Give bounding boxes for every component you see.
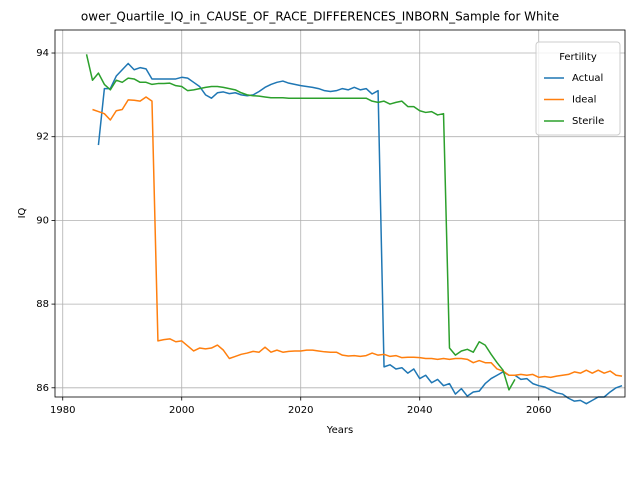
x-tick-label: 1980 <box>50 405 75 416</box>
y-tick-label: 88 <box>36 299 49 310</box>
x-tick-label: 2000 <box>169 405 194 416</box>
chart-title: ower_Quartile_IQ_in_CAUSE_OF_RACE_DIFFER… <box>81 10 559 24</box>
ticks: 1980 2000 2020 2040 2060 86 88 90 92 94 <box>36 48 551 416</box>
y-tick-label: 94 <box>36 48 49 59</box>
y-tick-label: 92 <box>36 132 49 143</box>
y-tick-label: 86 <box>36 383 49 394</box>
x-axis-label: Years <box>326 425 353 436</box>
grid <box>55 30 625 397</box>
data-line <box>85 54 516 391</box>
plot-lines <box>85 54 623 405</box>
y-tick-label: 90 <box>36 215 49 226</box>
plot-frame <box>54 29 626 398</box>
legend-label: Ideal <box>572 95 596 106</box>
legend-label: Actual <box>572 73 603 84</box>
x-tick-label: 2040 <box>407 405 432 416</box>
x-tick-label: 2060 <box>526 405 551 416</box>
data-line <box>97 62 623 405</box>
data-line <box>92 96 623 379</box>
y-axis-label: IQ <box>17 207 28 218</box>
legend-label: Sterile <box>572 116 604 127</box>
legend-box <box>535 41 621 136</box>
x-tick-label: 2020 <box>288 405 313 416</box>
legend-title: Fertility <box>559 52 597 63</box>
legend: Fertility Actual Ideal Sterile <box>535 41 621 136</box>
